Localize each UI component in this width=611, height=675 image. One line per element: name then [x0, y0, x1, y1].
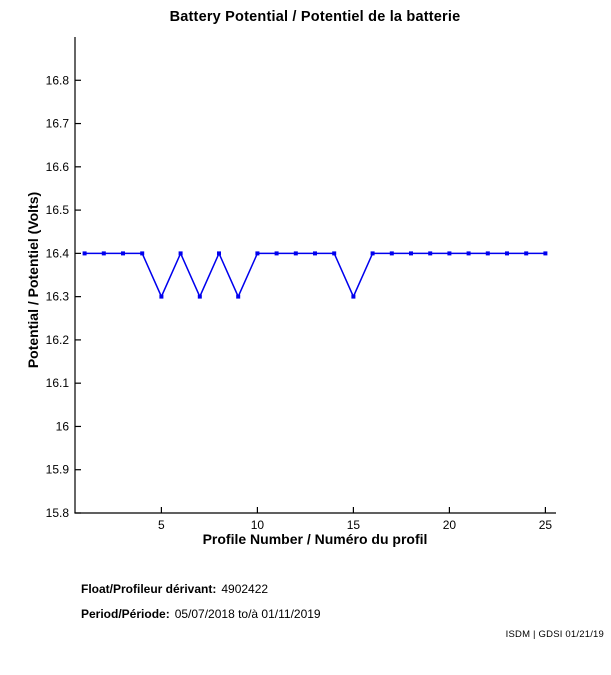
y-tick-label: 16.3: [46, 290, 70, 304]
period-line: Period/Période: 05/07/2018 to/à 01/11/201…: [81, 602, 321, 627]
y-tick-label: 16.5: [46, 203, 70, 217]
data-point-marker: [236, 294, 241, 299]
data-point-marker: [505, 251, 509, 256]
data-point-marker: [370, 251, 375, 256]
y-tick-label: 16.8: [46, 73, 70, 87]
y-tick-label: 15.9: [46, 463, 70, 477]
y-tick-label: 16.6: [46, 160, 70, 174]
data-point-marker: [178, 251, 183, 256]
period-label: Period/Période:: [81, 607, 170, 621]
data-line: [84, 251, 546, 299]
data-point-marker: [409, 251, 413, 256]
y-tick-label: 16.1: [46, 376, 70, 390]
data-point-marker: [82, 251, 87, 256]
float-line: Float/Profileur dérivant: 4902422: [81, 577, 321, 602]
data-point-marker: [543, 251, 548, 256]
data-point-marker: [274, 251, 279, 256]
x-axis-label: Profile Number / Numéro du profil: [202, 531, 428, 547]
data-point-marker: [217, 251, 221, 256]
data-point-marker: [197, 294, 202, 299]
data-point-marker: [159, 294, 164, 299]
x-tick-label: 15: [347, 518, 361, 532]
chart-title: Battery Potential / Potentiel de la batt…: [169, 9, 461, 25]
data-point-marker: [389, 251, 394, 256]
y-tick-label: 15.8: [46, 506, 70, 520]
data-point-marker: [485, 251, 490, 256]
data-point-marker: [293, 251, 298, 256]
data-point-marker: [447, 251, 452, 256]
x-tick-label: 5: [158, 518, 165, 532]
data-point-marker: [101, 251, 106, 256]
y-tick-label: 16.2: [46, 333, 70, 347]
float-label: Float/Profileur dérivant:: [81, 582, 217, 596]
x-tick-label: 20: [443, 518, 457, 532]
y-tick-label: 16.7: [46, 117, 70, 131]
data-point-marker: [121, 251, 125, 256]
plot-area: 15.8 15.9 16 16.1 16.2 16.3 16.4 16.5 16.6 16.7 16…: [46, 37, 556, 532]
data-point-marker: [332, 251, 337, 256]
period-value: 05/07/2018 to/à 01/11/2019: [174, 607, 321, 621]
data-point-marker: [140, 251, 145, 256]
y-tick-label: 16: [56, 419, 70, 433]
data-point-marker: [428, 251, 433, 256]
data-point-marker: [466, 251, 471, 256]
data-point-marker: [524, 251, 529, 256]
float-value: 4902422: [221, 582, 269, 596]
y-axis-label: Potential / Potentiel (Volts): [25, 191, 41, 369]
data-point-marker: [351, 294, 356, 299]
x-tick-label: 25: [539, 518, 553, 532]
figure-footer: Float/Profileur dérivant: 4902422 Period/…: [81, 577, 321, 627]
data-point-marker: [313, 251, 317, 256]
data-point-marker: [255, 251, 260, 256]
y-tick-label: 16.4: [46, 246, 70, 260]
credit-text: ISDM | GDSI 01/21/19: [505, 629, 604, 640]
x-tick-label: 10: [251, 518, 265, 532]
